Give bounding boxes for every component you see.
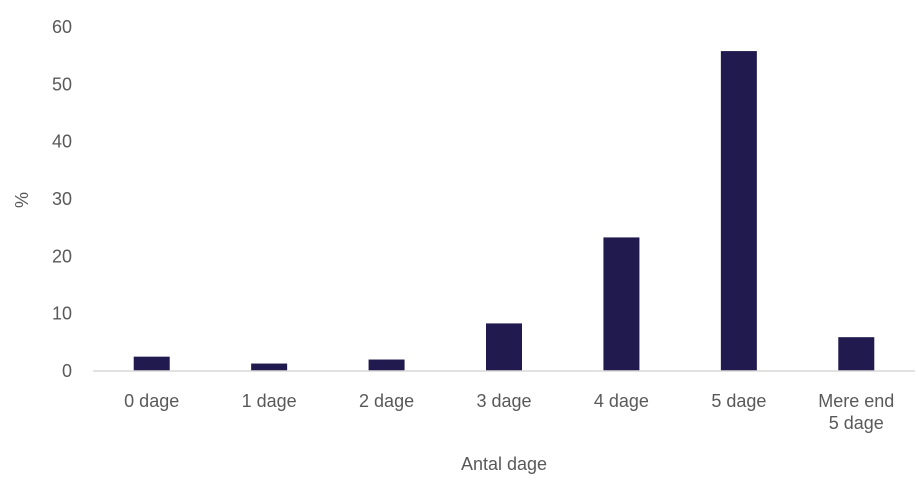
bar [838,337,875,371]
x-axis-ticks: 0 dage 1 dage 2 dage 3 dage 4 dage 5 dage Mere… [124,391,894,433]
x-tick-label: Mere end 5 dage [818,391,894,433]
y-tick-label: 10 [52,304,72,324]
y-tick-label: 60 [52,17,72,37]
bar [720,51,757,371]
y-tick-label: 30 [52,189,72,209]
bar [603,237,640,371]
y-axis-ticks: 0 10 20 30 40 50 60 [52,17,72,381]
x-tick-label: 5 dage [711,391,766,411]
bar [133,356,170,371]
y-tick-label: 20 [52,246,72,266]
x-tick-label: 1 dage [242,391,297,411]
bars [133,51,875,371]
bar [486,323,522,371]
y-tick-label: 40 [52,132,72,152]
bar [251,363,288,371]
y-tick-label: 50 [52,74,72,94]
y-tick-label: 0 [62,361,72,381]
x-axis-title: Antal dage [461,454,547,474]
x-tick-label: 4 dage [594,391,649,411]
x-tick-label: 0 dage [124,391,179,411]
x-tick-label: 2 dage [359,391,414,411]
y-axis-title: % [12,192,32,208]
bar [368,359,405,371]
x-tick-label: 3 dage [476,391,531,411]
